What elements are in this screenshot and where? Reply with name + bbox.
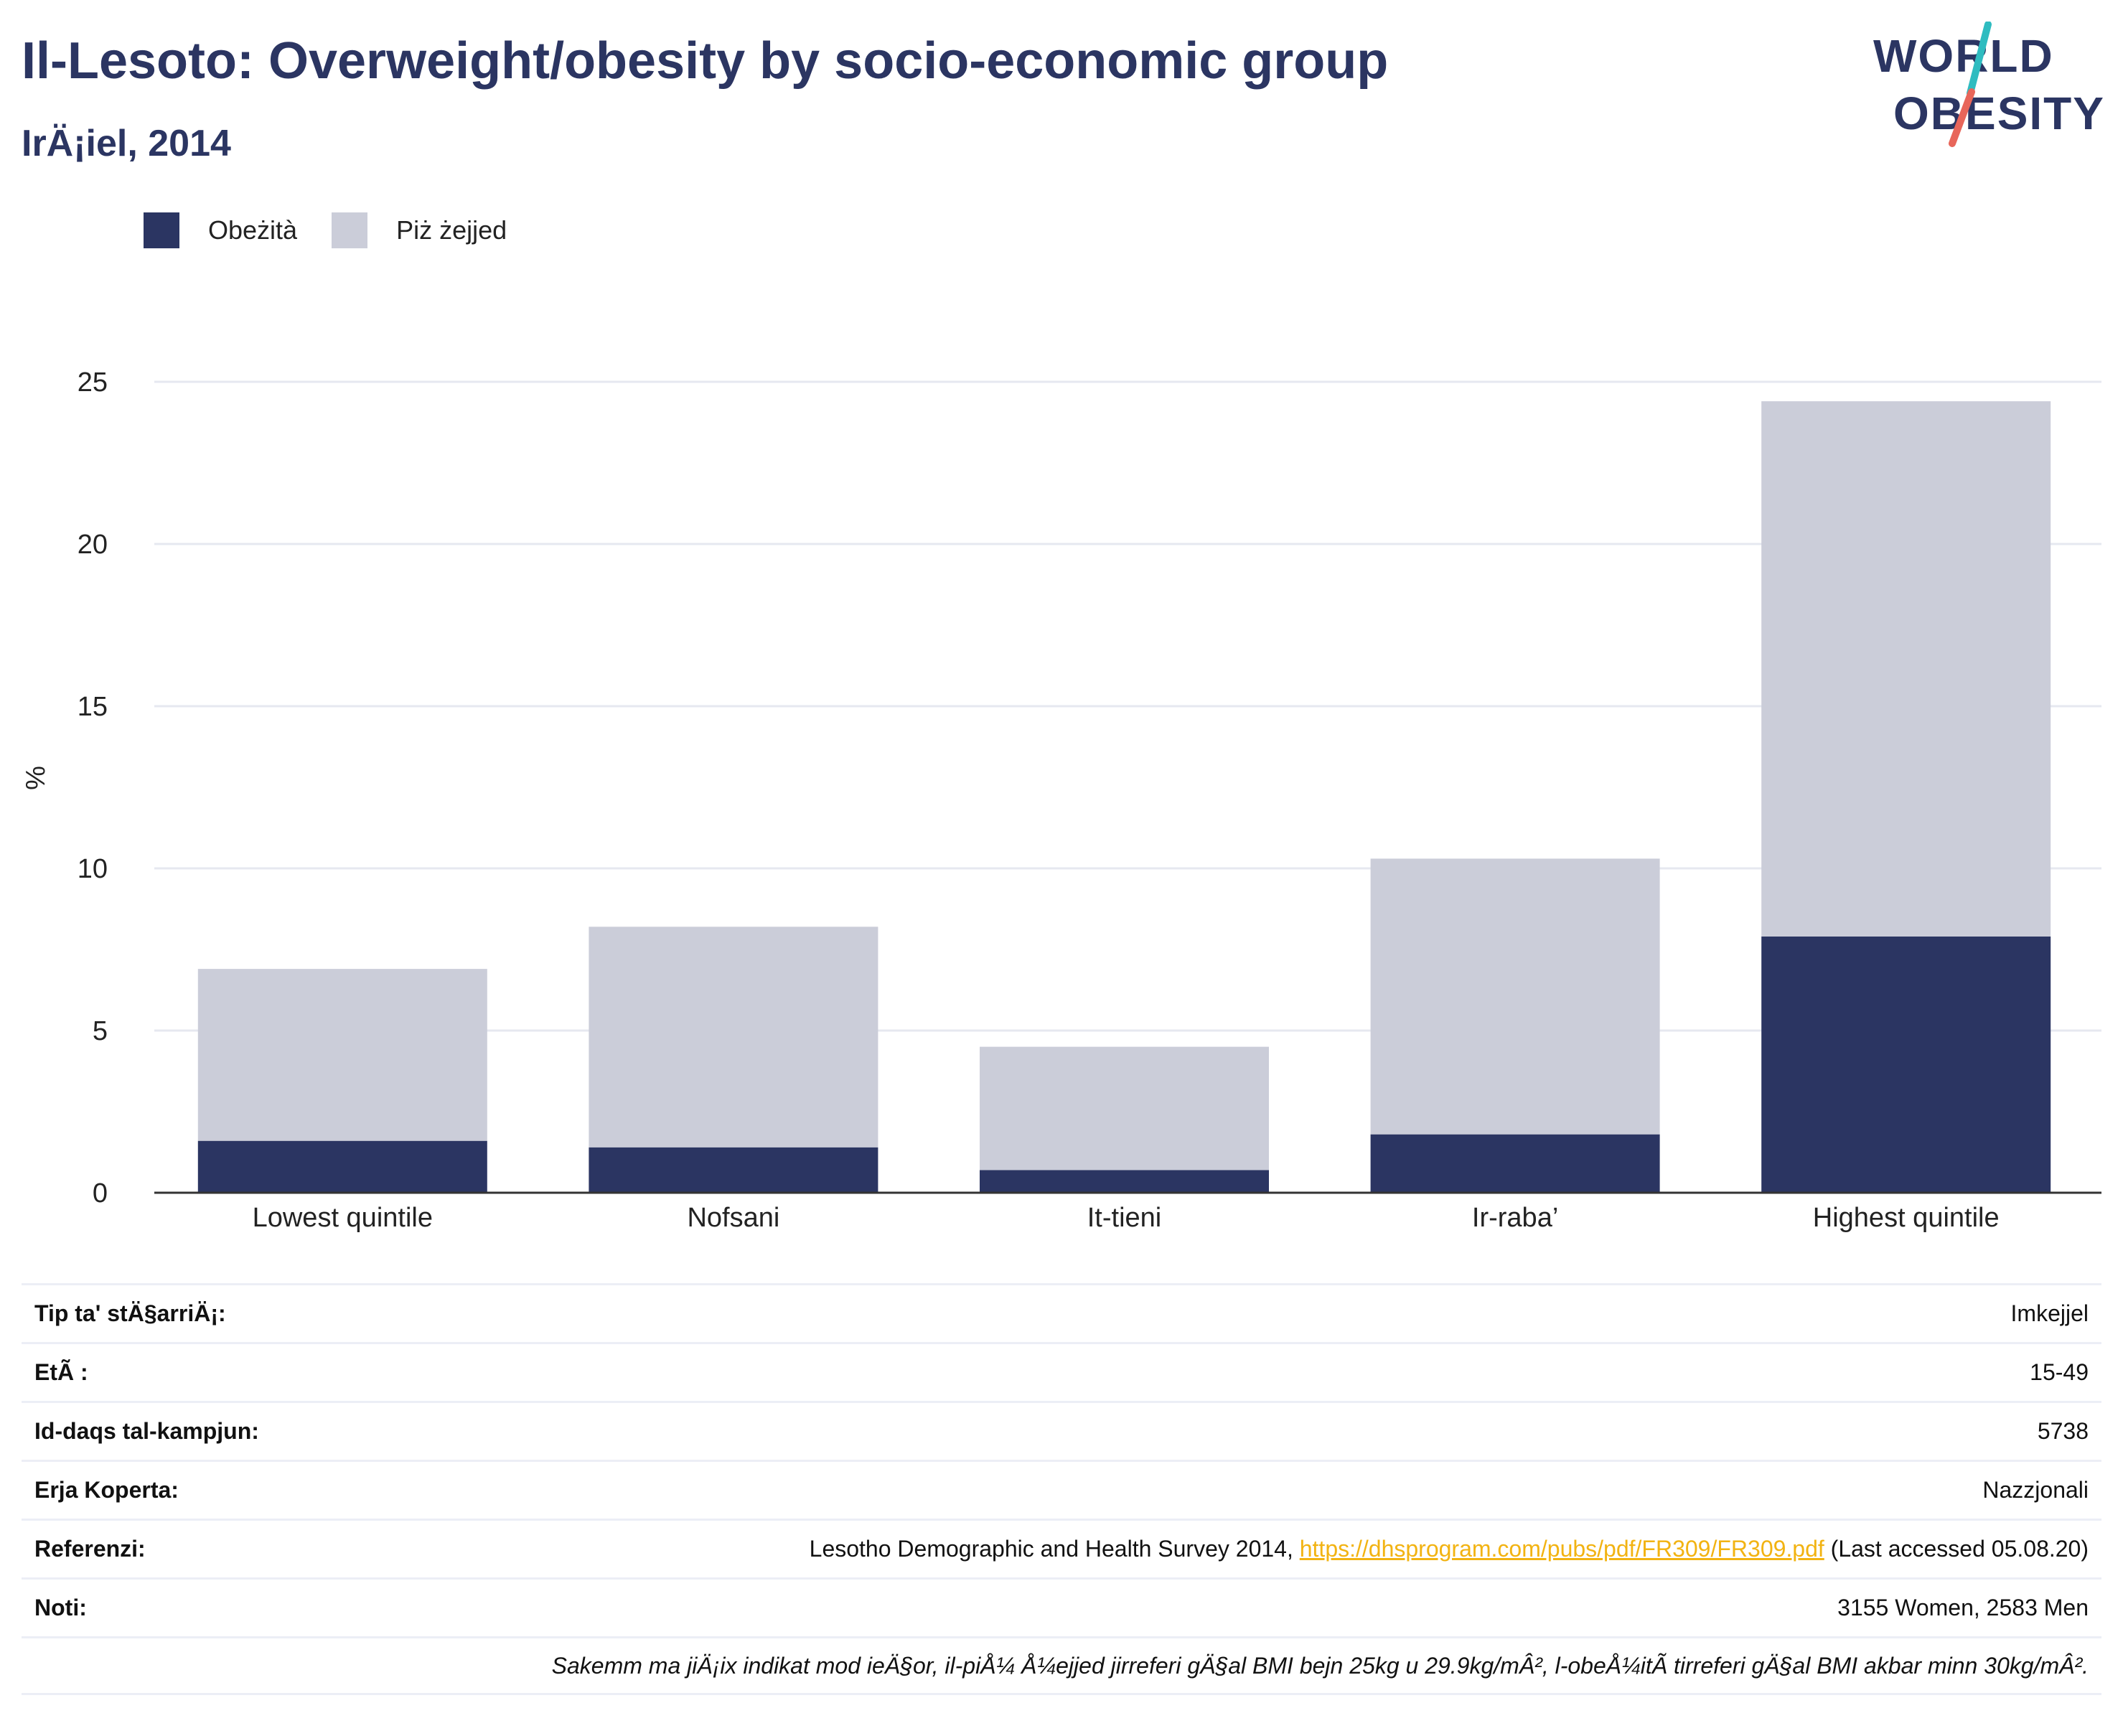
reference-link[interactable]: https://dhsprogram.com/pubs/pdf/FR309/FR… bbox=[1299, 1536, 1824, 1562]
bar-obese bbox=[197, 1140, 487, 1193]
y-tick-label: 25 bbox=[78, 367, 108, 398]
bar-chart: 0 5 10 15 20 25 Lowest quintile Nofsani It-tieni… bbox=[21, 367, 2101, 1233]
footnote-text: Sakemm ma jiÄ¡ix indikat mod ieÄ§or, il-… bbox=[551, 1652, 2089, 1679]
legend-swatch-overweight bbox=[332, 212, 368, 248]
reference-accessed: (Last accessed 05.08.20) bbox=[1824, 1536, 2089, 1562]
info-value: 15-49 bbox=[2030, 1359, 2089, 1385]
y-tick-label: 5 bbox=[93, 1016, 108, 1046]
legend-label-obese: Obeżità bbox=[208, 215, 298, 245]
bar-overweight bbox=[589, 926, 878, 1148]
chart-subtitle: IrÄ¡iel, 2014 bbox=[22, 123, 231, 164]
y-tick-label: 20 bbox=[78, 530, 108, 560]
world-obesity-logo: WORLD OBESITY bbox=[1873, 22, 2105, 147]
bar-obese bbox=[1370, 1134, 1660, 1193]
info-label: Erja Koperta: bbox=[34, 1477, 179, 1503]
reference-row: Referenzi: Lesotho Demographic and Healt… bbox=[22, 1519, 2101, 1577]
info-table: Tip ta' stÄ§arriÄ¡: Imkejjel EtÃ : 15-49… bbox=[22, 1283, 2101, 1695]
info-value: Nazzjonali bbox=[1982, 1477, 2089, 1503]
bar-obese bbox=[979, 1170, 1270, 1193]
bar-overweight bbox=[197, 969, 487, 1141]
bar-overweight bbox=[1761, 401, 2051, 937]
x-tick-label: Lowest quintile bbox=[253, 1203, 433, 1233]
logo-line-2: OBESITY bbox=[1893, 88, 2105, 139]
info-label: Id-daqs tal-kampjun: bbox=[34, 1418, 259, 1444]
reference-text: Lesotho Demographic and Health Survey 20… bbox=[809, 1536, 1300, 1562]
info-value: Imkejjel bbox=[2010, 1300, 2089, 1326]
reference-value: Lesotho Demographic and Health Survey 20… bbox=[810, 1536, 2089, 1562]
logo-line-1: WORLD bbox=[1873, 30, 2054, 82]
notes-label: Noti: bbox=[34, 1595, 87, 1620]
bar-obese bbox=[589, 1147, 878, 1193]
info-label: EtÃ : bbox=[34, 1359, 88, 1385]
chart-legend: Obeżità Piż żejjed bbox=[144, 212, 541, 248]
x-tick-label: Highest quintile bbox=[1813, 1203, 2000, 1233]
bars bbox=[197, 401, 2051, 1193]
info-row: EtÃ : 15-49 bbox=[22, 1342, 2101, 1401]
legend-item-overweight[interactable]: Piż żejjed bbox=[332, 212, 507, 248]
chart-title: Il-Lesoto: Overweight/obesity by socio-e… bbox=[22, 32, 1389, 90]
logo-slash-bottom bbox=[1949, 88, 1975, 147]
x-tick-label: It-tieni bbox=[1087, 1203, 1161, 1233]
y-tick-label: 0 bbox=[93, 1178, 108, 1209]
bar-obese bbox=[1761, 936, 2051, 1193]
notes-value: 3155 Women, 2583 Men bbox=[1837, 1595, 2089, 1620]
legend-item-obese[interactable]: Obeżità bbox=[144, 212, 297, 248]
info-row: Erja Koperta: Nazzjonali bbox=[22, 1460, 2101, 1519]
notes-row: Noti: 3155 Women, 2583 Men bbox=[22, 1577, 2101, 1636]
reference-label: Referenzi: bbox=[34, 1536, 146, 1562]
y-tick-label: 10 bbox=[78, 854, 108, 884]
axes: 0 5 10 15 20 25 Lowest quintile Nofsani It-tieni… bbox=[78, 367, 2101, 1233]
bar-overweight bbox=[1370, 858, 1660, 1135]
info-row: Tip ta' stÄ§arriÄ¡: Imkejjel bbox=[22, 1283, 2101, 1342]
y-tick-label: 15 bbox=[78, 692, 108, 722]
x-tick-label: Nofsani bbox=[687, 1203, 779, 1233]
x-tick-label: Ir-raba’ bbox=[1472, 1203, 1558, 1233]
bar-overweight bbox=[979, 1046, 1270, 1170]
y-axis-label: % bbox=[21, 766, 51, 790]
footnote-row: Sakemm ma jiÄ¡ix indikat mod ieÄ§or, il-… bbox=[22, 1636, 2101, 1695]
legend-swatch-obese bbox=[144, 212, 179, 248]
logo-slash-top bbox=[1967, 22, 1992, 97]
info-value: 5738 bbox=[2037, 1418, 2089, 1444]
info-label: Tip ta' stÄ§arriÄ¡: bbox=[34, 1300, 226, 1326]
info-row: Id-daqs tal-kampjun: 5738 bbox=[22, 1401, 2101, 1460]
legend-label-overweight: Piż żejjed bbox=[396, 215, 507, 245]
